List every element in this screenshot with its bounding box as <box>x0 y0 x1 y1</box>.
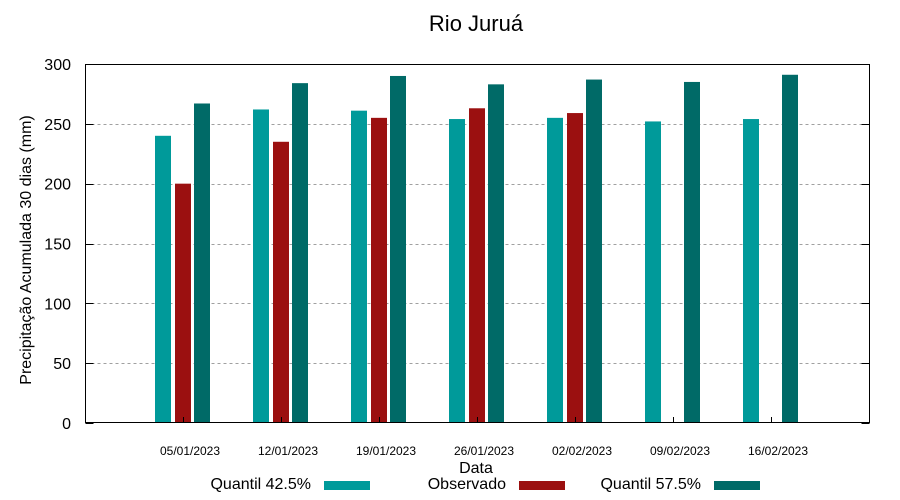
bar-quantil-57-5- <box>390 75 406 423</box>
x-tick-label: 09/02/2023 <box>650 444 710 458</box>
y-tick-label: 300 <box>44 57 71 74</box>
legend-label: Quantil 42.5% <box>210 476 311 493</box>
x-axis-ticks: 05/01/2023 12/01/2023 19/01/2023 26/01/2023… <box>160 417 808 458</box>
chart-title: Rio Juruá <box>429 11 524 36</box>
y-tick-label: 250 <box>44 117 71 134</box>
x-tick-label: 12/01/2023 <box>258 444 318 458</box>
bar-quantil-42-5- <box>253 109 269 424</box>
bar-quantil-57-5- <box>684 81 700 423</box>
bar-observado <box>371 117 387 423</box>
x-tick-label: 26/01/2023 <box>454 444 514 458</box>
x-tick-label: 02/02/2023 <box>552 444 612 458</box>
legend-swatch <box>519 481 565 490</box>
bar-quantil-57-5- <box>292 83 308 423</box>
bar-observado <box>273 141 289 424</box>
bar-quantil-42-5- <box>351 110 367 424</box>
legend-label: Observado <box>428 476 506 493</box>
x-tick-label: 19/01/2023 <box>356 444 416 458</box>
bar-quantil-57-5- <box>194 103 210 424</box>
bar-quantil-57-5- <box>488 84 504 424</box>
legend: Quantil 42.5% Observado Quantil 57.5% <box>210 476 760 493</box>
x-axis-label: Data <box>459 460 493 477</box>
bar-quantil-42-5- <box>449 119 465 424</box>
bar-quantil-57-5- <box>782 74 798 424</box>
bar-quantil-57-5- <box>586 79 602 423</box>
bar-observado <box>469 108 485 423</box>
bar-observado <box>567 113 583 424</box>
bar-quantil-42-5- <box>155 135 171 424</box>
y-axis-label: Precipitação Acumulada 30 dias (mm) <box>18 115 35 384</box>
y-tick-label: 0 <box>62 416 71 433</box>
legend-swatch <box>324 481 370 490</box>
legend-swatch <box>714 481 760 490</box>
x-tick-label: 05/01/2023 <box>160 444 220 458</box>
legend-label: Quantil 57.5% <box>600 476 701 493</box>
y-tick-label: 100 <box>44 296 71 313</box>
y-tick-label: 200 <box>44 177 71 194</box>
y-axis-ticks: 0 50 100 150 200 250 300 <box>44 57 870 433</box>
y-tick-label: 50 <box>53 356 71 373</box>
y-tick-label: 150 <box>44 237 71 254</box>
bar-quantil-42-5- <box>547 117 563 423</box>
bars <box>155 74 798 424</box>
bar-quantil-42-5- <box>645 121 661 423</box>
bar-quantil-42-5- <box>743 119 759 424</box>
x-tick-label: 16/02/2023 <box>748 444 808 458</box>
bar-observado <box>175 183 191 423</box>
